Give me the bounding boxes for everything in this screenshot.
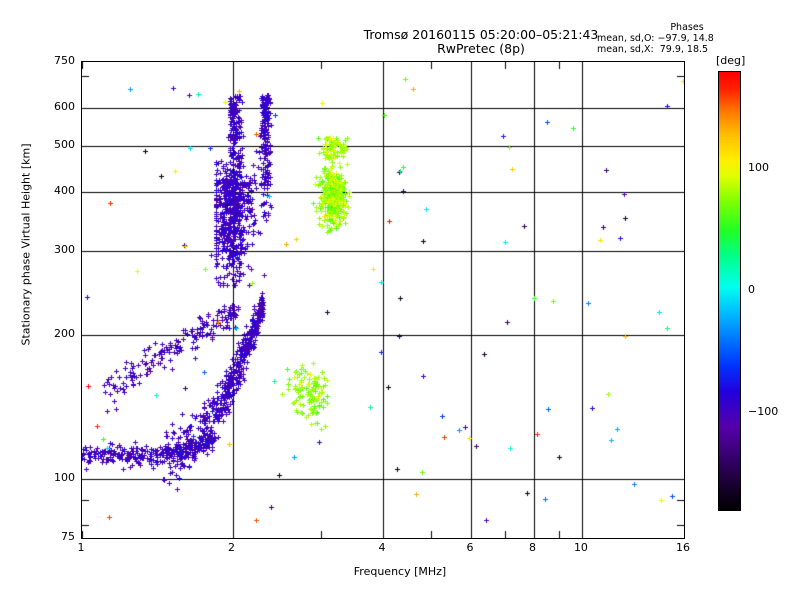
scatter-plot-canvas bbox=[82, 62, 684, 538]
y-tick-label-750: 750 bbox=[54, 54, 75, 67]
y-axis-label: Stationary phase Virtual Height [km] bbox=[19, 143, 33, 346]
colorbar-tick-label-0: 100 bbox=[748, 160, 769, 174]
y-tick-label-400: 400 bbox=[54, 183, 75, 197]
colorbar-gradient[interactable] bbox=[718, 71, 741, 511]
y-tick-label-500: 500 bbox=[54, 137, 75, 151]
x-tick-label-4: 4 bbox=[378, 541, 386, 554]
phase-stats-annotation: Phases mean, sd,O: −97.9, 14.8 mean, sd,… bbox=[597, 22, 777, 55]
x-axis-tick-labels: 1 2 4 6 8 10 16 bbox=[78, 541, 691, 559]
colorbar-tick-label-1: 0 bbox=[748, 283, 755, 296]
x-tick-label-2: 2 bbox=[228, 541, 235, 554]
colorbar-unit-label: [deg] bbox=[716, 54, 746, 67]
stats-row-o-mode: mean, sd,O: −97.9, 14.8 bbox=[597, 33, 714, 44]
scatter-canvas-holder bbox=[82, 62, 684, 538]
x-tick-label-8: 8 bbox=[529, 541, 536, 554]
y-tick-label-75: 75 bbox=[61, 530, 75, 543]
x-tick-label-1: 1 bbox=[77, 541, 85, 554]
plot-title-line2: RwPretec (8p) bbox=[437, 41, 525, 56]
colorbar-group: [deg] 100 0 −100 bbox=[716, 54, 798, 511]
y-axis-tick-labels: 75 100 200 300 400 500 600 750 bbox=[29, 54, 75, 543]
plot-title-line1: Tromsø 20160115 05:20:00–05:21:43 bbox=[363, 27, 599, 42]
y-tick-label-100: 100 bbox=[54, 470, 75, 484]
y-tick-label-300: 300 bbox=[54, 243, 75, 257]
x-tick-label-16: 16 bbox=[676, 541, 690, 554]
stats-row-x-mode: mean, sd,X: 79.9, 18.5 bbox=[597, 44, 709, 55]
y-tick-label-600: 600 bbox=[54, 100, 75, 114]
plot-area[interactable] bbox=[81, 61, 685, 539]
x-tick-label-6: 6 bbox=[466, 541, 474, 554]
x-tick-label-10: 10 bbox=[573, 541, 588, 554]
x-axis-label: Frequency [MHz] bbox=[353, 565, 447, 578]
colorbar-tick-label-2: −100 bbox=[748, 405, 779, 419]
y-tick-label-200: 200 bbox=[54, 327, 75, 341]
stats-header: Phases bbox=[670, 22, 704, 33]
